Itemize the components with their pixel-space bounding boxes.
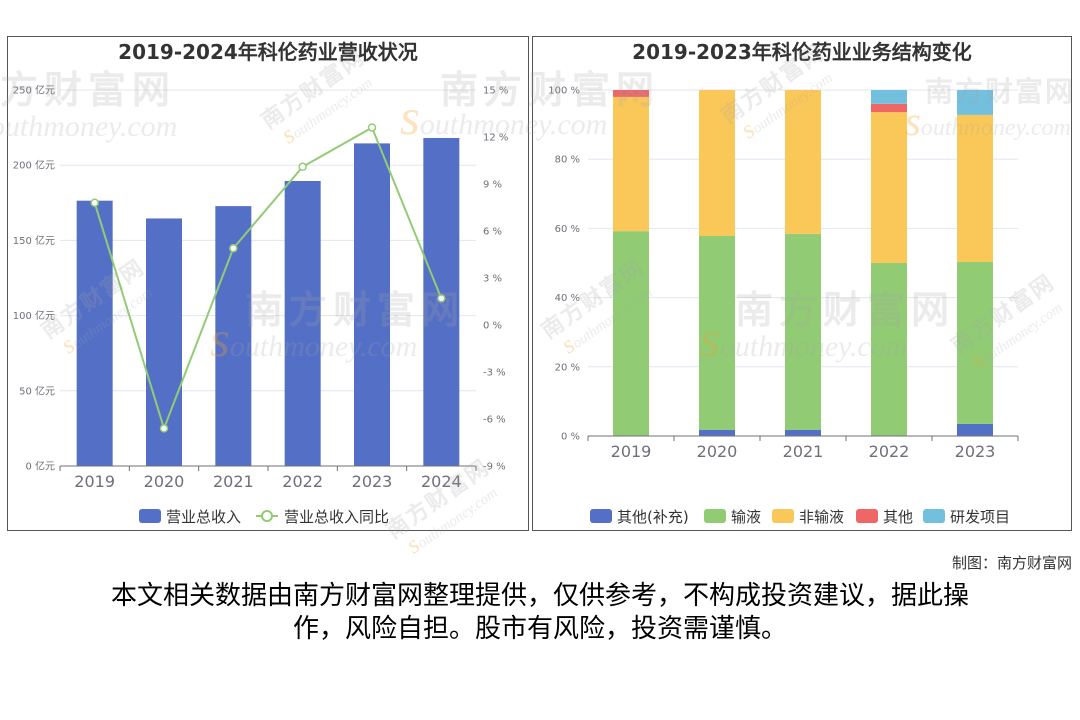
yoy-point-2020 [159, 424, 169, 433]
disclaimer-text: 本文相关数据由南方财富网整理提供，仅供参考，不构成投资建议，据此操作，风险自担。… [110, 581, 969, 644]
legend-swatch [923, 509, 945, 523]
segment-non-infusion-2023 [957, 114, 993, 262]
y-right-tick-label: 12 % [483, 133, 508, 144]
x-tick-label: 2022 [869, 442, 910, 461]
x-tick-label: 2019 [611, 442, 652, 461]
yoy-point-2021 [229, 243, 238, 253]
revenue-bar-2022 [284, 180, 321, 466]
segment-other-supplement-2021 [785, 429, 821, 436]
x-tick-label: 2020 [697, 442, 738, 461]
x-tick-label: 2024 [421, 472, 462, 491]
y-right-tick-label: -9 % [483, 462, 506, 473]
x-tick-label: 2023 [955, 442, 996, 461]
revenue-chart: 2019-2024年科伦药业营收状况 0 亿元 50 亿元 100 亿元 150 亿元 2… [13, 40, 509, 526]
chart-title: 2019-2024年科伦药业营收状况 [118, 40, 418, 64]
legend-item-other: 其他 [856, 508, 913, 526]
segment-infusion-2019 [613, 231, 649, 436]
x-tick-label: 2022 [282, 472, 323, 491]
revenue-bar-2023 [354, 143, 390, 466]
revenue-chart-panel: 2019-2024年科伦药业营收状况 0 亿元 50 亿元 100 亿元 150 亿元 2… [7, 36, 529, 531]
legend-item-infusion: 输液 [704, 508, 761, 526]
y-left-tick-label: 50 亿元 [19, 384, 55, 397]
y-left-tick-label: 250 亿元 [13, 84, 55, 97]
segment-other-supplement-2023 [957, 423, 993, 436]
yoy-point-2024 [437, 294, 446, 303]
legend-swatch [139, 509, 161, 523]
segment-other-supplement-2020 [699, 429, 735, 436]
y-right-tick-label: 9 % [483, 180, 502, 191]
y-right-tick-label: 15 % [483, 86, 508, 97]
yoy-growth-line [93, 126, 443, 432]
segment-infusion-2023 [957, 261, 993, 424]
yoy-point-2019 [90, 198, 99, 208]
legend-item-yoy: 营业总收入同比 [256, 508, 389, 526]
segment-infusion-2020 [699, 236, 735, 430]
legend-swatch [772, 509, 794, 523]
y-tick-label: 40 % [555, 293, 580, 304]
segment-other-2022 [871, 103, 907, 113]
legend-label: 营业总收入 [166, 508, 241, 526]
y-right-tick-label: -6 % [483, 415, 506, 426]
segment-infusion-2021 [785, 233, 821, 430]
y-tick-label: 0 % [561, 432, 580, 443]
legend-item-rnd-projects: 研发项目 [923, 508, 1010, 526]
legend-item-non-infusion: 非输液 [772, 508, 844, 526]
legend-swatch [704, 509, 726, 523]
legend-label: 输液 [731, 508, 761, 526]
segment-infusion-2022 [871, 263, 907, 436]
chart-credit: 制图：南方财富网 [951, 554, 1072, 572]
y-tick-label: 20 % [555, 362, 580, 373]
legend-marker [261, 510, 273, 522]
legend-label: 其他 [883, 508, 913, 526]
legend-label: 研发项目 [950, 508, 1010, 526]
legend-label: 其他(补充) [617, 508, 689, 526]
business-structure-chart: 2019-2023年科伦药业业务结构变化 0 % 20 % 40 % 60 % 80 % 1… [548, 40, 1019, 526]
y-right-tick-label: 0 % [483, 321, 502, 332]
y-tick-label: 80 % [555, 155, 580, 166]
legend-label: 非输液 [799, 508, 844, 526]
y-right-tick-label: -3 % [483, 368, 506, 379]
segment-non-infusion-2019 [613, 96, 649, 232]
business-structure-chart-panel: 2019-2023年科伦药业业务结构变化 0 % 20 % 40 % 60 % 80 % 1… [532, 36, 1072, 531]
legend-swatch [856, 509, 878, 523]
segment-non-infusion-2020 [699, 90, 735, 237]
segment-non-infusion-2021 [785, 90, 821, 234]
chart-title: 2019-2023年科伦药业业务结构变化 [632, 40, 972, 64]
segment-rnd-projects-2023 [957, 90, 993, 115]
y-left-tick-label: 0 亿元 [25, 460, 55, 473]
x-tick-label: 2023 [352, 472, 393, 491]
x-tick-label: 2021 [783, 442, 824, 461]
y-right-tick-label: 6 % [483, 227, 502, 238]
x-tick-label: 2021 [213, 472, 254, 491]
yoy-point-2023 [367, 123, 377, 132]
y-right-tick-label: 3 % [483, 274, 502, 285]
segment-non-infusion-2022 [871, 112, 907, 263]
legend-label: 营业总收入同比 [284, 508, 389, 526]
legend-item-other-supplement: 其他(补充) [590, 508, 689, 526]
x-tick-label: 2020 [144, 472, 185, 491]
y-left-tick-label: 200 亿元 [13, 159, 55, 172]
legend-swatch [590, 509, 612, 523]
segment-rnd-projects-2022 [871, 90, 907, 104]
y-tick-label: 100 % [548, 86, 580, 97]
y-left-tick-label: 100 亿元 [13, 309, 55, 322]
x-tick-label: 2019 [74, 472, 115, 491]
legend-item-revenue: 营业总收入 [139, 508, 241, 526]
y-tick-label: 60 % [555, 224, 580, 235]
segment-other-2019 [613, 90, 649, 97]
y-left-tick-label: 150 亿元 [13, 234, 55, 247]
yoy-point-2022 [298, 162, 307, 172]
